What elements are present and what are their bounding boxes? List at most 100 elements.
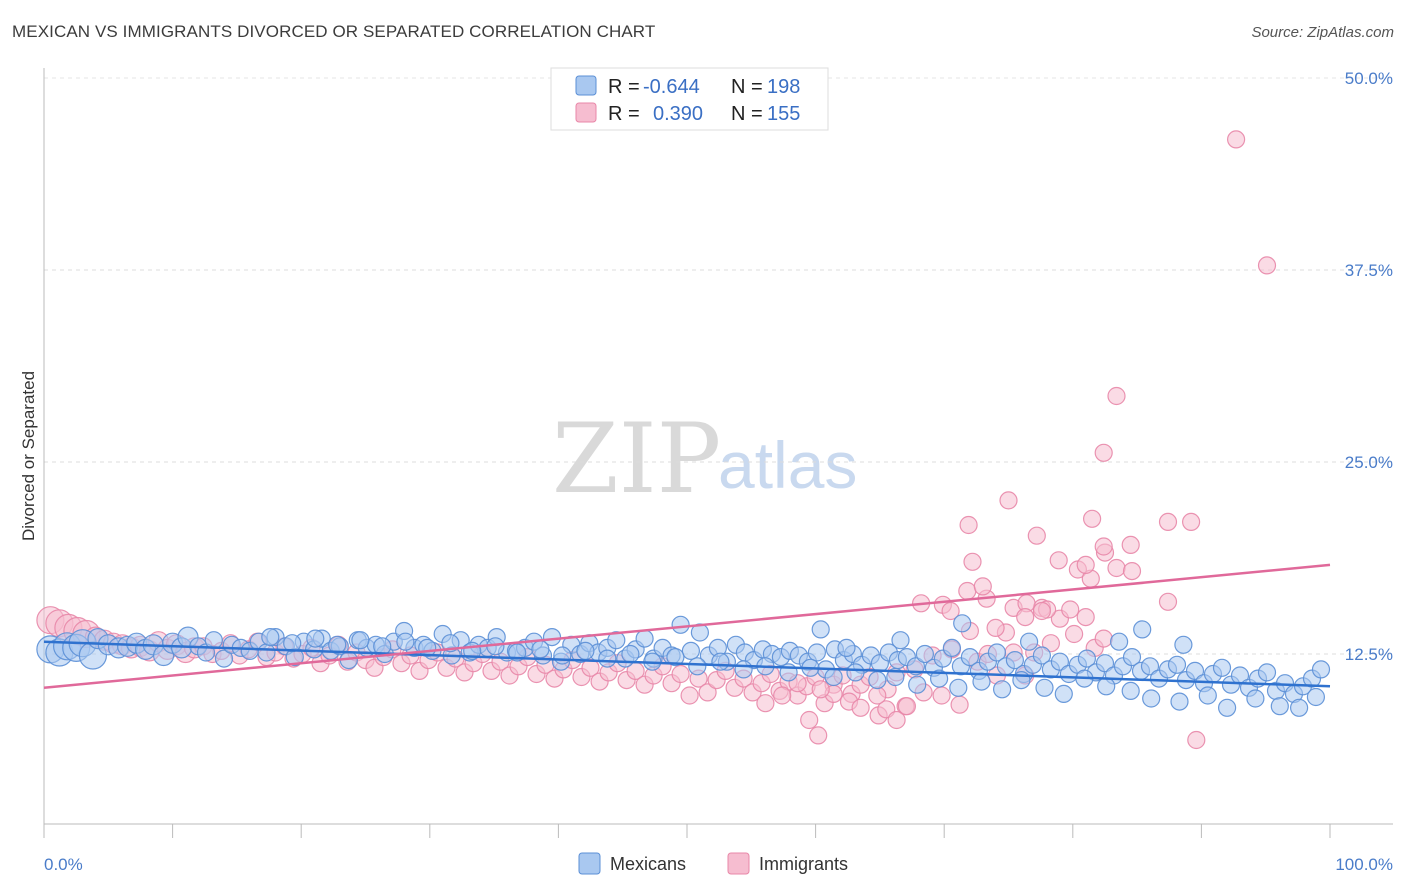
data-point	[824, 667, 843, 687]
data-point	[1122, 561, 1142, 581]
data-point	[1082, 509, 1102, 528]
data-point	[1158, 512, 1178, 532]
data-point	[756, 694, 775, 713]
data-point	[958, 581, 977, 601]
immigrants-trend-line	[43, 563, 1331, 690]
data-point	[1257, 256, 1277, 275]
data-point	[1094, 443, 1113, 462]
stats-legend: R = -0.644 N = 198 R = 0.390 N = 155	[550, 67, 829, 131]
data-point	[553, 646, 572, 665]
data-point	[960, 647, 980, 667]
data-point	[1181, 512, 1201, 532]
y-tick-label: 25.0%	[1345, 453, 1393, 472]
data-point	[1217, 698, 1237, 717]
data-point	[671, 615, 690, 634]
source-credit: Source: ZipAtlas.com	[1251, 24, 1394, 41]
data-point	[542, 627, 562, 647]
data-point	[1005, 650, 1025, 670]
immigrants-r-label: R =	[608, 103, 640, 125]
data-point	[1095, 654, 1115, 673]
watermark-atlas: atlas	[718, 428, 857, 502]
data-point	[837, 638, 856, 658]
data-point	[807, 643, 827, 662]
data-point	[809, 726, 828, 745]
data-point	[1027, 526, 1046, 545]
data-point	[897, 697, 917, 716]
data-point	[283, 634, 302, 653]
data-point	[531, 640, 550, 659]
data-point	[396, 632, 415, 651]
data-point	[1097, 677, 1116, 696]
mexicans-series-swatch	[578, 852, 601, 875]
data-point	[1122, 647, 1142, 667]
data-point	[1041, 634, 1061, 653]
data-point	[908, 675, 927, 694]
data-point	[1050, 652, 1070, 671]
data-point	[949, 678, 968, 697]
mexicans-r-label: R =	[608, 76, 640, 98]
data-point	[1107, 386, 1126, 406]
data-point	[891, 631, 910, 650]
data-point	[1306, 687, 1326, 707]
data-point	[1198, 686, 1217, 705]
data-point	[868, 686, 887, 705]
data-point	[1187, 730, 1206, 750]
data-point	[351, 631, 370, 650]
mexicans-trend-line	[43, 640, 1331, 688]
data-point	[1076, 607, 1095, 627]
axes	[43, 68, 1393, 838]
grid-lines	[44, 77, 1393, 655]
data-point	[1133, 620, 1152, 639]
immigrants-n-label: N =	[731, 103, 763, 125]
mexicans-legend-swatch	[575, 75, 597, 96]
data-point	[1035, 678, 1054, 697]
data-point	[1246, 689, 1265, 708]
data-point	[986, 618, 1005, 638]
data-point	[680, 686, 699, 705]
data-point	[1185, 661, 1205, 681]
data-point	[950, 695, 969, 714]
data-point	[1032, 646, 1052, 665]
data-point	[1270, 697, 1289, 716]
data-point	[581, 658, 600, 677]
series-legend: Mexicans Immigrants	[578, 852, 848, 875]
data-point	[1061, 600, 1080, 619]
data-point	[306, 629, 325, 648]
watermark-zip: ZIP	[552, 403, 721, 515]
data-point	[328, 635, 347, 654]
data-point	[992, 680, 1012, 699]
data-point	[1077, 649, 1097, 668]
data-point	[1032, 601, 1052, 621]
data-point	[734, 660, 753, 679]
x-tick-min: 0.0%	[44, 855, 83, 874]
data-point	[999, 491, 1018, 510]
data-point	[1049, 551, 1068, 570]
data-point	[887, 710, 906, 730]
data-point	[773, 686, 792, 705]
data-point	[1016, 607, 1035, 627]
immigrants-n-value: 155	[767, 103, 800, 125]
data-point	[811, 620, 830, 639]
data-point	[1158, 592, 1178, 611]
data-point	[257, 643, 276, 662]
data-point	[851, 698, 870, 717]
y-tick-label: 37.5%	[1345, 261, 1393, 280]
data-point	[886, 667, 905, 687]
data-point	[711, 652, 730, 671]
data-point	[1064, 624, 1084, 644]
data-point	[1121, 535, 1140, 555]
data-point	[942, 638, 962, 658]
data-point	[1054, 684, 1073, 704]
data-point	[972, 672, 991, 691]
data-point	[846, 663, 865, 682]
mexicans-n-label: N =	[731, 76, 763, 98]
data-point	[987, 643, 1007, 662]
immigrants-r-value: 0.390	[653, 103, 703, 125]
data-point	[953, 614, 972, 633]
data-point	[1170, 692, 1189, 711]
trend-lines	[43, 563, 1331, 690]
data-point	[1174, 635, 1193, 654]
y-axis-label: Divorced or Separated	[19, 371, 38, 541]
data-point	[1107, 558, 1126, 578]
